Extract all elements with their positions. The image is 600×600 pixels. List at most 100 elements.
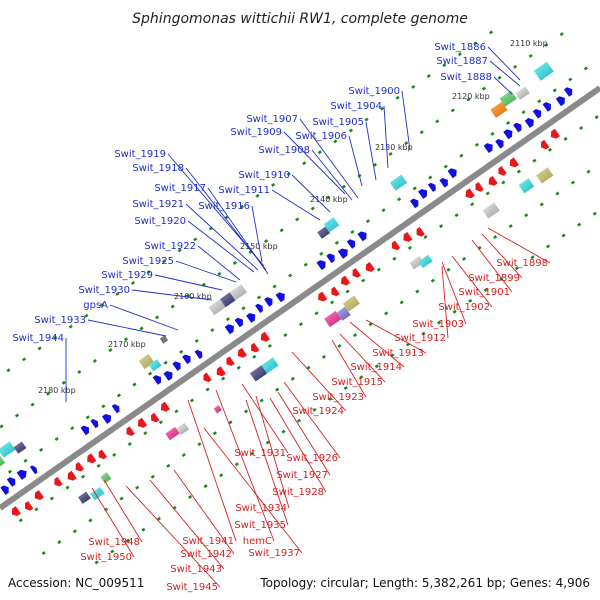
scale-dot xyxy=(561,233,566,238)
reverse-gene-arrow xyxy=(498,166,507,176)
scale-dot xyxy=(397,197,402,202)
label-leader-line xyxy=(251,205,263,263)
label-leader-line xyxy=(91,487,135,558)
feature-block xyxy=(418,254,433,269)
scale-dot xyxy=(23,458,28,463)
label-leader-line xyxy=(451,255,493,308)
forward-gene-label: Swit_1933 xyxy=(34,315,86,326)
scale-dot xyxy=(141,527,146,532)
scale-dot xyxy=(65,485,70,490)
feature-block xyxy=(213,405,222,414)
scale-dot xyxy=(123,337,129,342)
scale-dot xyxy=(234,462,239,467)
label-leader-line xyxy=(331,339,367,398)
scale-dot xyxy=(488,30,494,35)
label-leader-line xyxy=(348,135,363,187)
label-leader-line xyxy=(299,118,359,199)
label-leader-line xyxy=(365,319,427,354)
scale-dot xyxy=(592,211,597,216)
reverse-gene-arrow xyxy=(11,506,21,516)
reverse-gene-arrow xyxy=(403,232,413,242)
scale-dot xyxy=(108,348,113,353)
reverse-gene-arrow xyxy=(216,366,226,377)
scale-dot xyxy=(41,551,46,556)
forward-gene-arrow xyxy=(532,109,542,119)
reverse-gene-arrow xyxy=(318,291,328,302)
forward-gene-label: Swit_1906 xyxy=(295,131,347,142)
label-leader-line xyxy=(401,90,411,151)
scale-dot xyxy=(399,300,404,305)
scale-tick-label: 2130 kbp xyxy=(375,143,413,152)
scale-dot xyxy=(330,300,335,305)
feature-block xyxy=(100,472,112,484)
feature-block xyxy=(389,174,408,191)
label-leader-line xyxy=(187,220,255,273)
scale-dot xyxy=(446,267,451,272)
scale-dot xyxy=(53,335,58,340)
label-leader-line xyxy=(131,289,213,301)
scale-dot xyxy=(85,415,90,420)
forward-gene-arrow xyxy=(234,317,243,328)
scale-dot xyxy=(415,289,420,294)
forward-gene-arrow xyxy=(337,248,348,259)
accession-text: Accession: NC_009511 xyxy=(8,576,144,590)
forward-gene-arrow xyxy=(29,465,38,475)
forward-gene-label: Swit_1921 xyxy=(132,199,184,210)
feature-block xyxy=(409,256,424,270)
feature-block xyxy=(482,202,500,219)
scale-dot xyxy=(547,147,553,152)
reverse-gene-label: Swit_1927 xyxy=(276,470,328,481)
scale-dot xyxy=(125,538,130,543)
scale-dot xyxy=(428,175,433,180)
feature-block xyxy=(148,359,162,372)
label-leader-line xyxy=(383,105,389,169)
forward-gene-label: gpsA xyxy=(83,300,108,311)
scale-dot xyxy=(30,402,35,407)
label-leader-line xyxy=(283,131,346,195)
scale-dot xyxy=(115,291,120,296)
label-leader-line xyxy=(441,265,449,339)
scale-dot xyxy=(334,240,339,245)
scale-dot xyxy=(6,368,11,373)
feature-block xyxy=(165,426,180,441)
scale-dot xyxy=(166,463,171,468)
scale-dot xyxy=(155,315,160,320)
scale-dot xyxy=(96,463,101,468)
scale-dot xyxy=(376,267,381,272)
scale-dot xyxy=(148,371,153,376)
scale-dot xyxy=(49,496,54,501)
label-leader-line xyxy=(185,167,267,271)
forward-gene-label: Swit_1900 xyxy=(348,86,400,97)
forward-gene-arrow xyxy=(410,198,419,209)
scale-dot xyxy=(411,84,416,89)
feature-block xyxy=(324,310,342,328)
reverse-gene-label: Swit_1928 xyxy=(272,487,324,498)
reverse-gene-arrow xyxy=(331,286,340,297)
forward-gene-arrow xyxy=(194,349,203,360)
reverse-gene-label: Swit_1923 xyxy=(312,392,364,403)
reverse-gene-arrow xyxy=(475,182,484,192)
scale-dot xyxy=(430,278,435,283)
label-leader-line xyxy=(441,261,467,325)
reverse-gene-arrow xyxy=(25,501,34,511)
topology-text: Topology: circular; Length: 5,382,261 bp… xyxy=(259,576,590,590)
scale-dot xyxy=(372,162,378,167)
scale-dot xyxy=(34,507,39,512)
scale-dot xyxy=(0,424,4,429)
scale-dot xyxy=(337,344,342,349)
scale-dot xyxy=(37,346,42,351)
reverse-gene-label: hemC xyxy=(243,536,272,547)
scale-dot xyxy=(328,396,333,401)
forward-gene-arrow xyxy=(483,143,493,153)
scale-dot xyxy=(579,126,584,130)
scale-dot xyxy=(439,224,444,229)
scale-dot xyxy=(466,97,471,102)
scale-dot xyxy=(158,420,163,425)
feature-block xyxy=(78,491,91,504)
label-leader-line xyxy=(241,383,289,454)
scale-dot xyxy=(537,99,542,104)
scale-dot xyxy=(594,115,599,120)
scale-dot xyxy=(524,213,529,218)
scale-dot xyxy=(57,540,62,545)
scale-dot xyxy=(84,313,89,318)
